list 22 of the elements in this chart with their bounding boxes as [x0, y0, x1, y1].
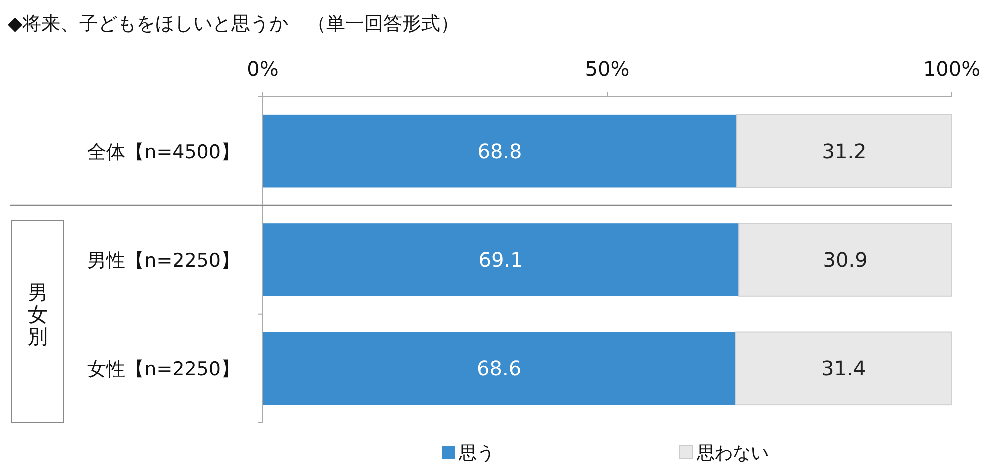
data-label: 68.6	[477, 356, 522, 381]
bar	[263, 114, 738, 188]
y-tick-label: 全体【n=4500】	[88, 141, 240, 164]
bar	[263, 332, 736, 406]
data-label: 31.2	[822, 139, 867, 164]
bar	[263, 224, 740, 296]
legend-label: 思う	[458, 443, 495, 464]
data-label: 31.4	[822, 356, 866, 381]
data-label: 69.1	[478, 248, 524, 272]
bar	[735, 332, 952, 406]
x-tick-label: 50%	[585, 57, 630, 81]
x-tick-label: 0%	[247, 57, 279, 81]
chart-title: ◆将来、子どもをほしいと思うか （単一回答形式）	[8, 13, 460, 35]
y-tick-label: 男性【n=2250】	[88, 250, 240, 272]
legend-label: 思わない	[696, 443, 769, 464]
data-label: 30.9	[823, 248, 868, 272]
data-label: 68.8	[478, 139, 522, 164]
bar	[738, 223, 952, 297]
y-tick-label: 女性【n=2250】	[88, 358, 240, 381]
group-label: 男女別	[12, 220, 64, 424]
x-tick-label: 100%	[923, 57, 981, 81]
bar	[736, 114, 952, 188]
